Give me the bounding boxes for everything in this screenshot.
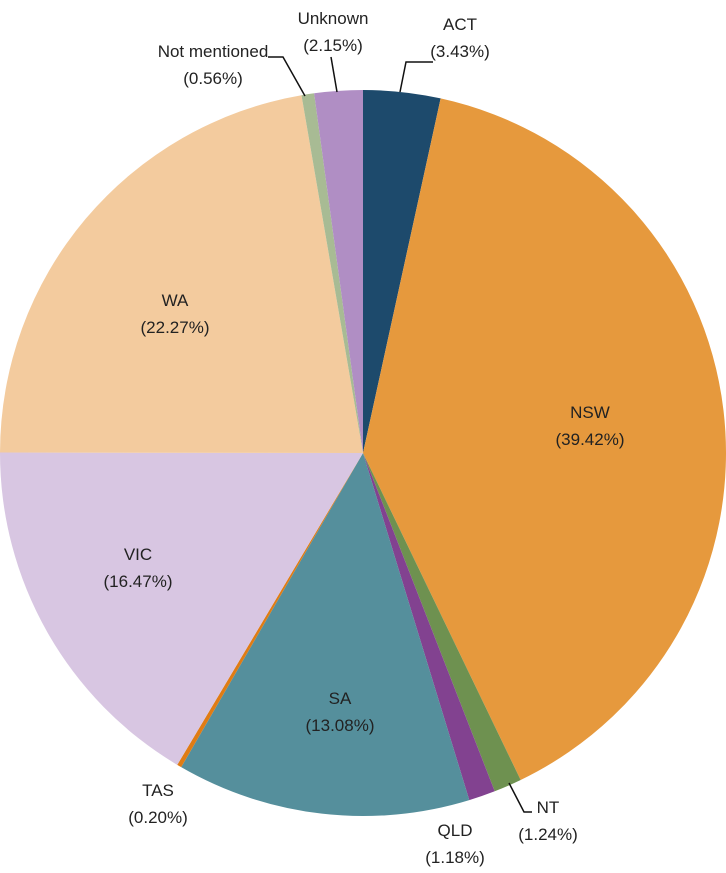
- slice-label-act: ACT: [443, 15, 477, 34]
- slice-percent-unknown: (2.15%): [303, 36, 363, 55]
- pie-slice-unknown: [314, 90, 363, 453]
- slice-percent-act: (3.43%): [430, 42, 490, 61]
- slice-label-nsw: NSW: [570, 403, 610, 422]
- slice-percent-not-mentioned: (0.56%): [183, 69, 243, 88]
- pie-slice-nsw: [363, 98, 726, 780]
- slice-percent-vic: (16.47%): [104, 572, 173, 591]
- pie-slice-nt: [363, 453, 521, 792]
- slice-percent-qld: (1.18%): [425, 848, 485, 867]
- slice-percent-nsw: (39.42%): [556, 430, 625, 449]
- leader-line-not-mentioned: [268, 56, 306, 97]
- slice-label-wa: WA: [162, 291, 189, 310]
- slice-label-unknown: Unknown: [298, 9, 369, 28]
- slice-percent-sa: (13.08%): [306, 716, 375, 735]
- slice-label-nt: NT: [537, 798, 560, 817]
- pie-slice-wa: [0, 95, 364, 454]
- slice-label-sa: SA: [329, 689, 352, 708]
- leader-line-nt: [508, 782, 532, 813]
- leader-line-act: [399, 61, 433, 93]
- slice-label-not-mentioned: Not mentioned: [158, 42, 269, 61]
- pie-slice-tas: [177, 453, 363, 768]
- slice-label-tas: TAS: [142, 781, 174, 800]
- leader-line-unknown: [330, 56, 338, 93]
- pie-slice-qld: [363, 453, 495, 801]
- pie-slice-vic: [0, 452, 363, 765]
- slice-label-vic: VIC: [124, 545, 152, 564]
- slice-percent-wa: (22.27%): [141, 318, 210, 337]
- pie-slice-sa: [181, 453, 470, 816]
- slice-percent-nt: (1.24%): [518, 825, 578, 844]
- slice-label-qld: QLD: [438, 821, 473, 840]
- pie-slice-not-mentioned: [301, 93, 363, 454]
- pie-slice-act: [363, 90, 441, 453]
- slice-percent-tas: (0.20%): [128, 808, 188, 827]
